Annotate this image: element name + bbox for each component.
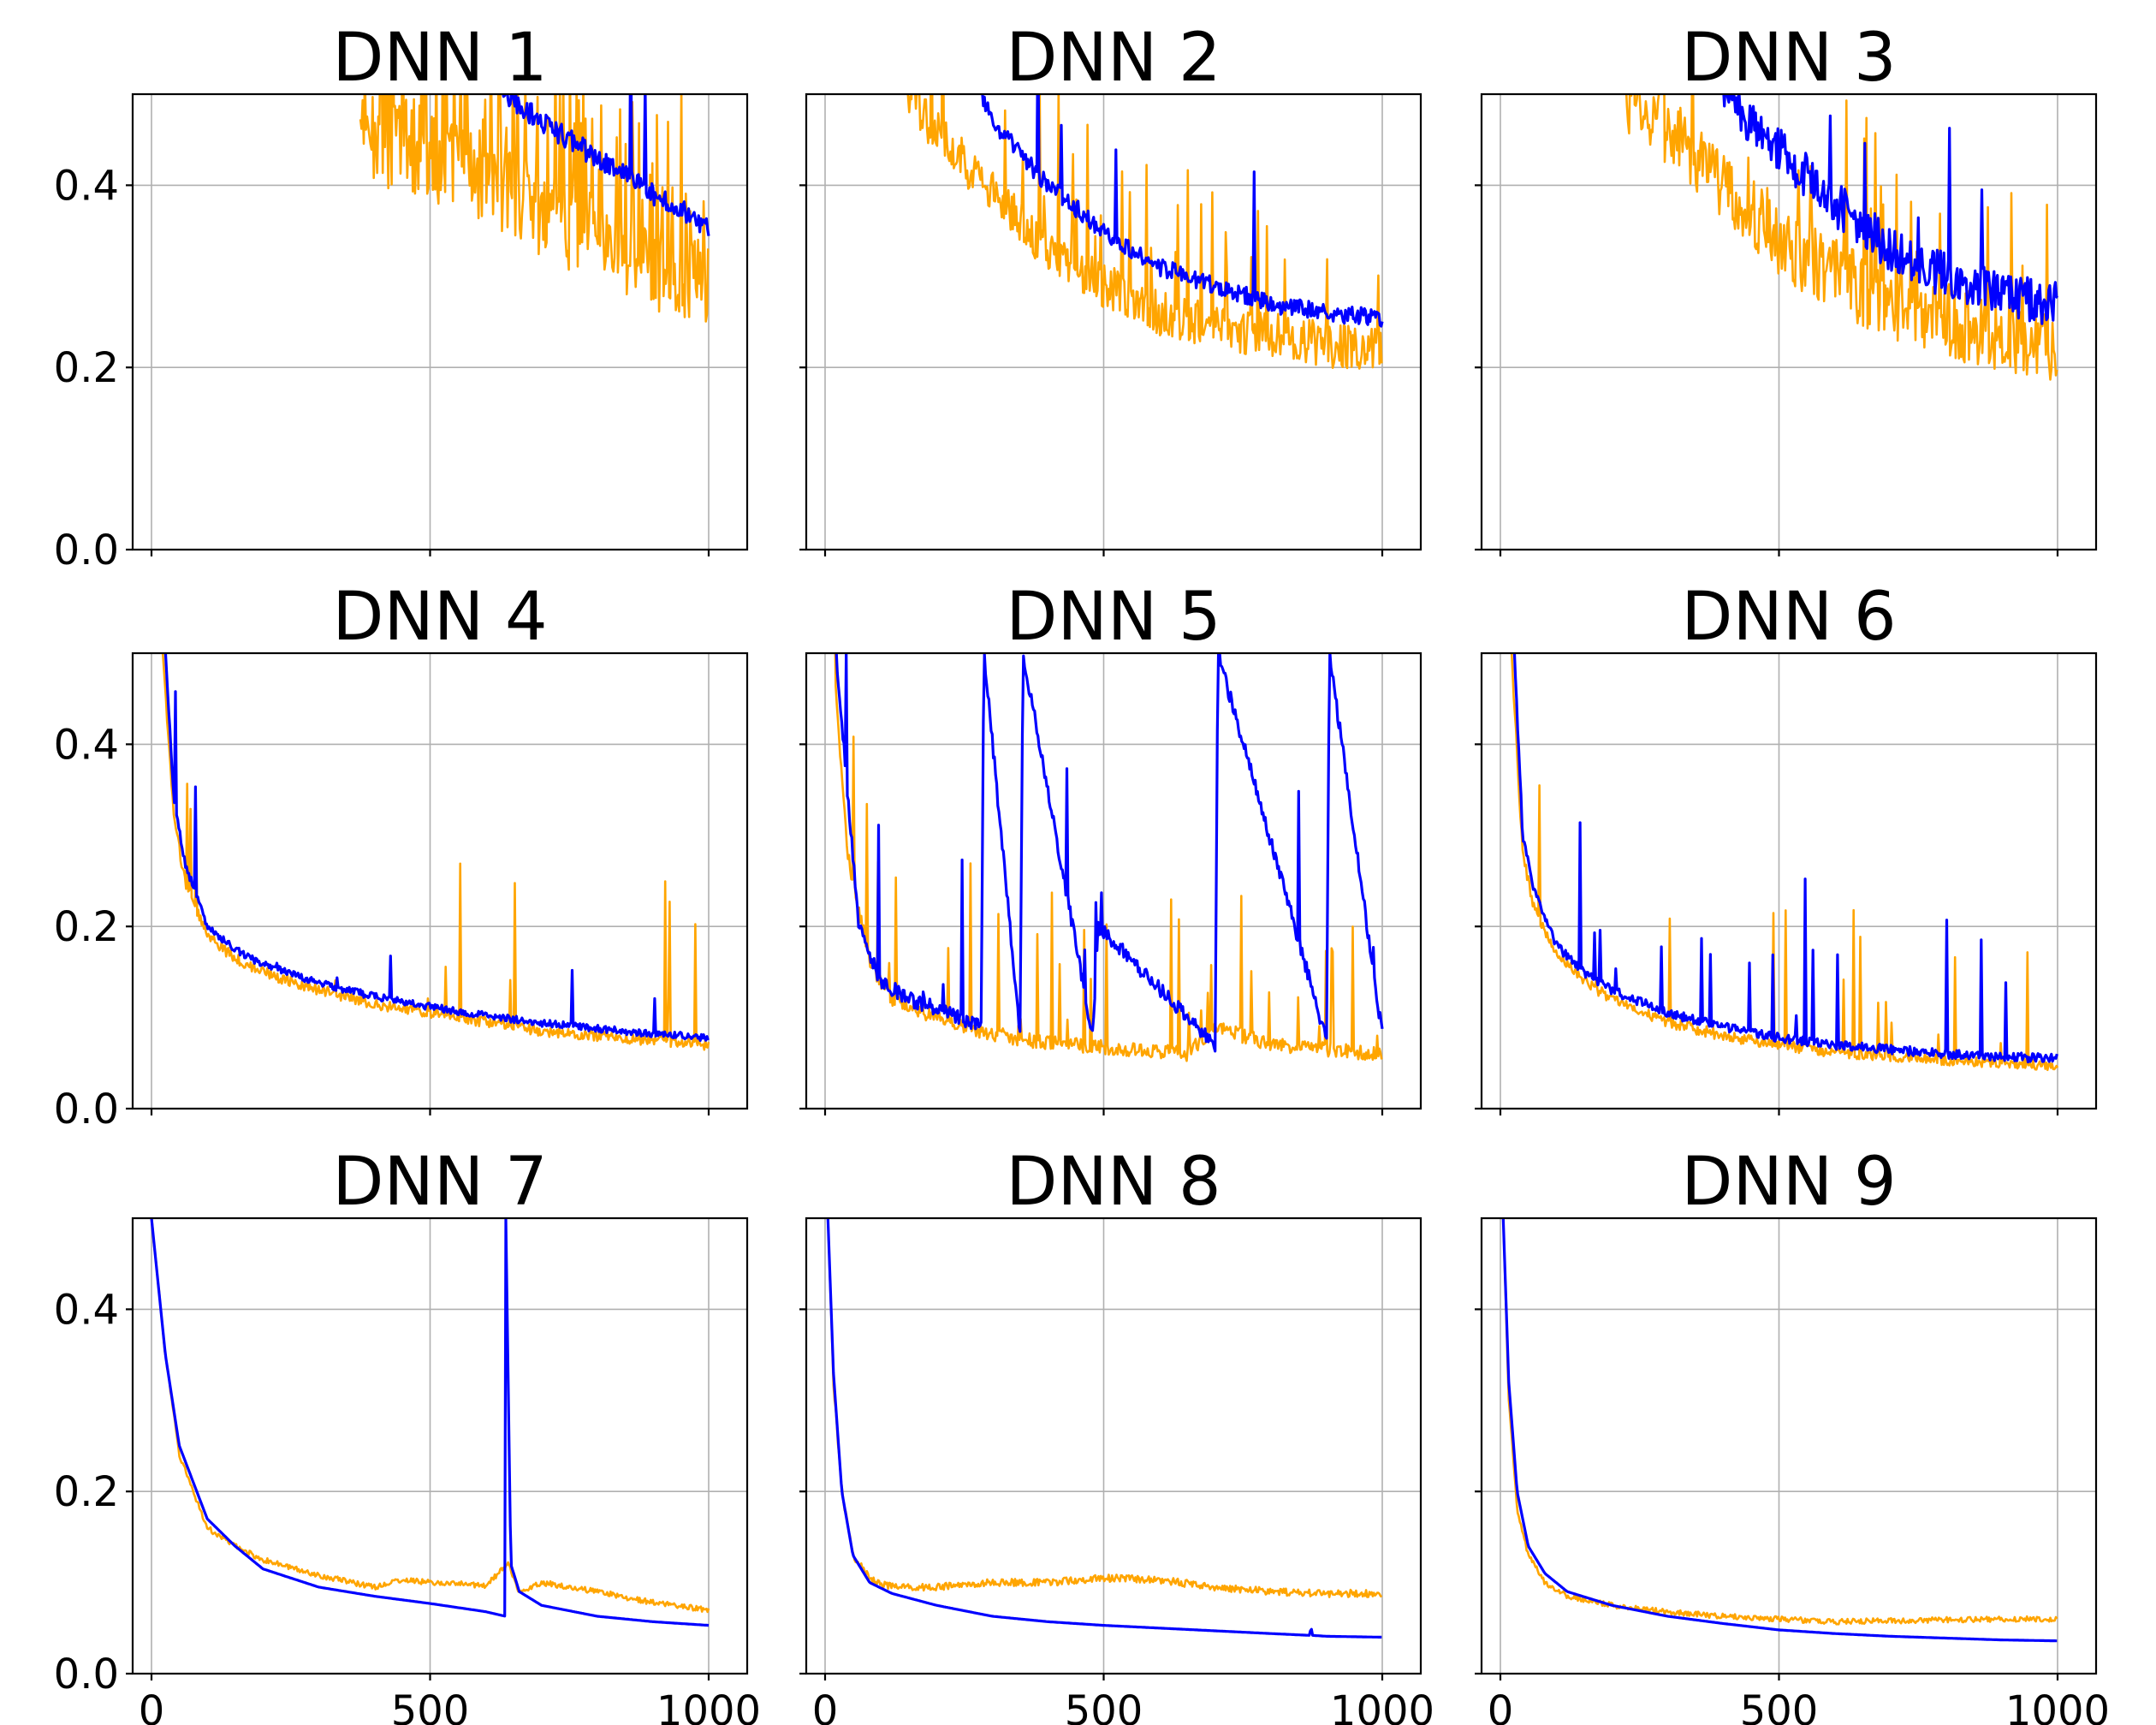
- subplot-5: DNN 5: [799, 579, 1422, 1115]
- subplot-1: 0.0 0.2 0.4 DNN 1: [54, 20, 749, 574]
- axes-frame: [805, 651, 1422, 1110]
- panel-title: DNN 5: [1006, 579, 1221, 656]
- blue-series-line: [163, 653, 710, 1043]
- orange-series-line: [906, 94, 1383, 370]
- panel-title: DNN 4: [332, 579, 547, 656]
- orange-series-line: [1624, 94, 2058, 381]
- axes-frame: [1480, 1216, 2098, 1675]
- panel-title: DNN 9: [1681, 1144, 1896, 1221]
- blue-series-line: [981, 94, 1384, 328]
- panel-title: DNN 1: [332, 20, 547, 97]
- axes-frame: [131, 1216, 749, 1675]
- orange-series-line: [1502, 1218, 2058, 1626]
- subplot-2: DNN 2: [799, 20, 1422, 556]
- subplot-6: DNN 6: [1475, 579, 2098, 1115]
- axes-frame: [1480, 92, 2098, 551]
- axes-frame: [1480, 651, 2098, 1110]
- orange-series-line: [359, 94, 710, 323]
- y-tick-label: 0.4: [54, 721, 119, 769]
- y-tick-label: 0.4: [54, 162, 119, 210]
- axes-frame: [805, 1216, 1422, 1675]
- y-tick-label: 0.2: [54, 344, 119, 392]
- blue-series-line: [150, 1218, 710, 1627]
- y-tick-label: 0.2: [54, 903, 119, 951]
- x-tick-label: 500: [1740, 1687, 1819, 1725]
- orange-series-line: [150, 1218, 710, 1614]
- x-tick-label: 0: [812, 1687, 839, 1725]
- blue-series-line: [1512, 653, 2058, 1064]
- blue-series-line: [502, 94, 710, 236]
- y-tick-label: 0.0: [54, 1086, 119, 1133]
- x-tick-label: 0: [139, 1687, 165, 1725]
- y-tick-label: 0.4: [54, 1286, 119, 1334]
- x-tick-label: 1000: [656, 1687, 761, 1725]
- blue-series-line: [1501, 1218, 2058, 1643]
- blue-series-line: [1722, 94, 2058, 325]
- subplot-grid: 0.0 0.2 0.4 DNN 1 DNN 2 DNN 3 0.0 0.2 0.4 DNN 4 DN…: [54, 20, 2110, 1725]
- x-tick-label: 1000: [2005, 1687, 2110, 1725]
- subplot-3: DNN 3: [1475, 20, 2098, 556]
- axes-frame: [131, 651, 749, 1110]
- subplot-7: 0.0 0.2 0.4 0 500 1000 DNN 7: [54, 1144, 761, 1725]
- x-tick-label: 1000: [1330, 1687, 1434, 1725]
- x-tick-label: 0: [1488, 1687, 1514, 1725]
- orange-series-line: [827, 1218, 1383, 1598]
- blue-series-line: [834, 653, 1384, 1053]
- y-tick-label: 0.2: [54, 1468, 119, 1516]
- blue-series-line: [826, 1218, 1382, 1639]
- axes-frame: [131, 92, 749, 551]
- orange-series-line: [834, 653, 1383, 1062]
- x-tick-label: 500: [391, 1687, 470, 1725]
- panel-title: DNN 8: [1006, 1144, 1221, 1221]
- axes-frame: [805, 92, 1422, 551]
- panel-title: DNN 7: [332, 1144, 547, 1221]
- panel-title: DNN 6: [1681, 579, 1896, 656]
- subplot-4: 0.0 0.2 0.4 DNN 4: [54, 579, 749, 1133]
- subplot-9: 0 500 1000 DNN 9: [1475, 1144, 2110, 1725]
- y-tick-label: 0.0: [54, 526, 119, 574]
- y-tick-label: 0.0: [54, 1651, 119, 1698]
- panel-title: DNN 3: [1681, 20, 1896, 97]
- panel-title: DNN 2: [1006, 20, 1221, 97]
- subplot-8: 0 500 1000 DNN 8: [799, 1144, 1434, 1725]
- x-tick-label: 500: [1065, 1687, 1143, 1725]
